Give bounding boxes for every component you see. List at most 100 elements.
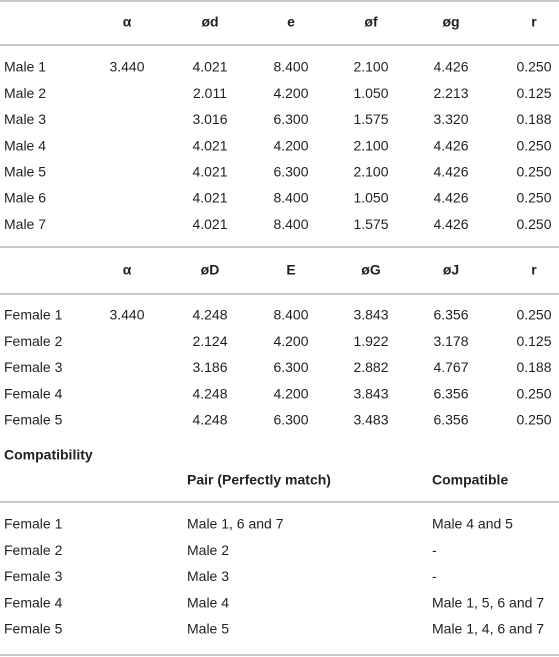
cell: Male 1, 4, 6 and 7 — [432, 621, 544, 637]
cell: Male 4 and 5 — [432, 516, 513, 532]
column-header: Compatible — [432, 472, 508, 488]
row-label: Female 2 — [4, 333, 63, 349]
cell: 1.922 — [353, 333, 388, 349]
cell: 3.843 — [353, 385, 388, 401]
cell: 4.021 — [192, 59, 227, 75]
cell: 0.250 — [516, 307, 551, 323]
cell: 4.200 — [273, 385, 308, 401]
cell: 6.300 — [273, 164, 308, 180]
cell: 6.356 — [433, 385, 468, 401]
cell: 0.125 — [516, 85, 551, 101]
row-label: Female 3 — [4, 568, 63, 584]
cell: 4.200 — [273, 333, 308, 349]
cell: 4.248 — [192, 307, 227, 323]
cell: 6.300 — [273, 412, 308, 428]
cell: 4.426 — [433, 164, 468, 180]
column-header: Pair (Perfectly match) — [187, 472, 331, 488]
cell: Male 4 — [187, 594, 229, 610]
cell: Male 3 — [187, 568, 229, 584]
row-label: Male 2 — [4, 85, 46, 101]
cell: 2.011 — [193, 85, 227, 101]
cell: - — [432, 568, 437, 584]
cell: 1.575 — [353, 111, 388, 127]
row-label: Male 1 — [4, 59, 46, 75]
cell: 3.843 — [353, 307, 388, 323]
cell: 8.400 — [273, 216, 308, 232]
cell: 8.400 — [273, 190, 308, 206]
cell: 4.426 — [433, 190, 468, 206]
cell: 0.250 — [516, 412, 551, 428]
cell: 3.440 — [109, 307, 144, 323]
cell: Male 1, 6 and 7 — [187, 516, 284, 532]
cell: 2.100 — [353, 164, 388, 180]
column-header: øf — [364, 14, 378, 30]
column-header: r — [531, 14, 537, 30]
cell: 2.213 — [433, 85, 468, 101]
cell: 4.200 — [273, 85, 308, 101]
column-header: øJ — [443, 262, 459, 278]
cell: Male 5 — [187, 621, 229, 637]
cell: 4.021 — [192, 190, 227, 206]
row-label: Female 3 — [4, 359, 63, 375]
cell: 0.250 — [516, 59, 551, 75]
cell: 0.250 — [516, 190, 551, 206]
section-title: Compatibility — [4, 447, 93, 463]
cell: 4.767 — [433, 359, 468, 375]
cell: 4.426 — [433, 137, 468, 153]
cell: 6.300 — [273, 359, 308, 375]
cell: 0.250 — [516, 164, 551, 180]
cell: 1.050 — [353, 85, 388, 101]
cell: 4.021 — [192, 164, 227, 180]
cell: 2.124 — [192, 333, 227, 349]
cell: 2.100 — [353, 137, 388, 153]
cell: 2.100 — [353, 59, 388, 75]
row-label: Female 5 — [4, 412, 63, 428]
cell: 8.400 — [273, 59, 308, 75]
cell: 3.178 — [433, 333, 468, 349]
cell: 3.483 — [353, 412, 388, 428]
cell: 4.200 — [273, 137, 308, 153]
cell: Male 2 — [187, 542, 229, 558]
cell: 4.021 — [192, 216, 227, 232]
row-label: Female 2 — [4, 542, 63, 558]
column-header: E — [286, 262, 295, 278]
column-header: øD — [201, 262, 220, 278]
row-label: Female 5 — [4, 621, 63, 637]
cell: 3.440 — [109, 59, 144, 75]
cell: 3.320 — [433, 111, 468, 127]
cell: 0.188 — [516, 359, 551, 375]
column-header: α — [123, 14, 132, 30]
cell: 0.250 — [516, 216, 551, 232]
cell: 4.426 — [433, 59, 468, 75]
cell: 1.050 — [353, 190, 388, 206]
row-label: Female 4 — [4, 594, 63, 610]
column-header: øg — [442, 14, 459, 30]
row-label: Female 1 — [4, 516, 63, 532]
cell: 6.356 — [433, 412, 468, 428]
cell: 1.575 — [353, 216, 388, 232]
row-label: Male 6 — [4, 190, 46, 206]
cell: 0.250 — [516, 137, 551, 153]
cell: 4.021 — [192, 137, 227, 153]
cell: Male 1, 5, 6 and 7 — [432, 594, 544, 610]
cell: 8.400 — [273, 307, 308, 323]
cell: 0.125 — [516, 333, 551, 349]
cell: 0.188 — [516, 111, 551, 127]
cell: 3.016 — [192, 111, 227, 127]
cell: 0.250 — [516, 385, 551, 401]
cell: 4.248 — [192, 412, 227, 428]
row-label: Female 1 — [4, 307, 63, 323]
cell: 4.248 — [192, 385, 227, 401]
cell: 4.426 — [433, 216, 468, 232]
row-label: Male 5 — [4, 164, 46, 180]
row-label: Male 4 — [4, 137, 46, 153]
row-label: Female 4 — [4, 385, 63, 401]
cell: - — [432, 542, 437, 558]
column-header: e — [287, 14, 295, 30]
row-label: Male 3 — [4, 111, 46, 127]
cell: 2.882 — [353, 359, 388, 375]
column-header: øG — [361, 262, 381, 278]
column-header: ød — [201, 14, 218, 30]
column-header: α — [123, 262, 132, 278]
